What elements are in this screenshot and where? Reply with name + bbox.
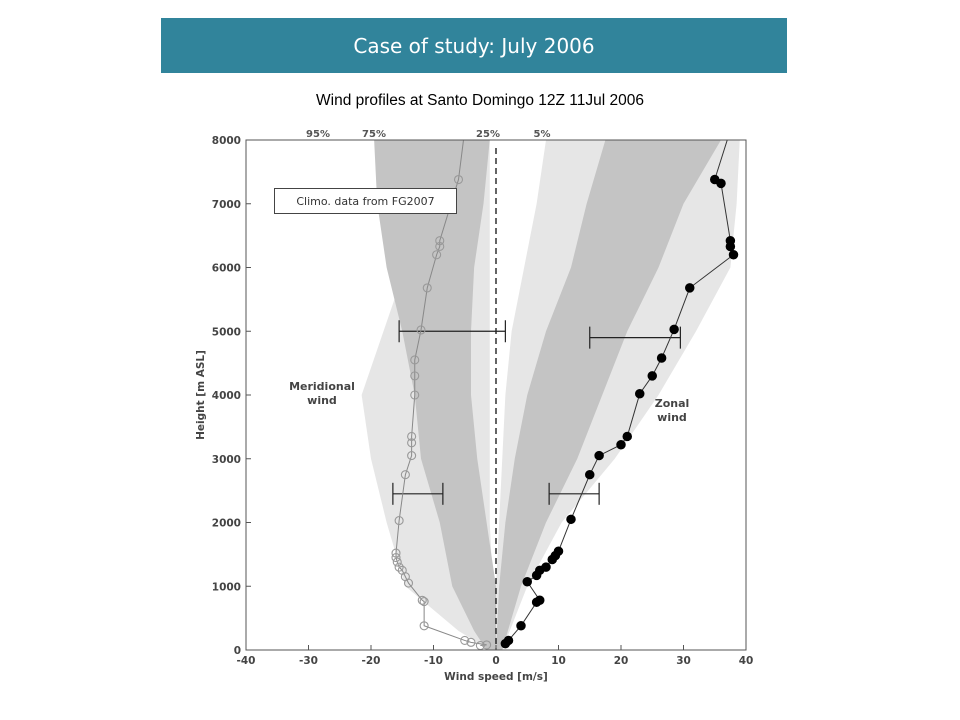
annotation-label: Zonal wind bbox=[655, 397, 690, 424]
chart-subtitle: Wind profiles at Santo Domingo 12Z 11Jul… bbox=[316, 92, 644, 109]
zonal-point bbox=[503, 635, 514, 646]
meridional-point bbox=[432, 250, 442, 260]
meridional-point bbox=[410, 371, 420, 381]
x-tick-label: 40 bbox=[739, 655, 754, 667]
x-axis-label: Wind speed [m/s] bbox=[444, 671, 548, 683]
meridional-point bbox=[391, 548, 401, 558]
x-tick-label: 30 bbox=[676, 655, 691, 667]
x-tick-label: -10 bbox=[424, 655, 443, 667]
y-tick-label: 7000 bbox=[212, 199, 241, 211]
meridional-point bbox=[394, 562, 404, 572]
x-tick-label: 20 bbox=[614, 655, 629, 667]
meridional-point bbox=[419, 596, 429, 607]
zonal-point bbox=[534, 595, 545, 606]
chart-annotations: Meridional wind Zonal wind bbox=[289, 380, 689, 424]
zonal-point bbox=[541, 562, 551, 572]
zonal-point bbox=[728, 250, 739, 260]
climatology-note: Climo. data from FG2007 bbox=[274, 188, 457, 214]
y-tick-label: 6000 bbox=[212, 263, 241, 275]
meridional-point bbox=[419, 621, 429, 631]
zonal-point bbox=[594, 450, 604, 461]
percentile-label: 25% bbox=[476, 129, 500, 140]
y-tick-label: 0 bbox=[234, 645, 241, 657]
zonal-point bbox=[656, 353, 667, 363]
slide-title: Case of study: July 2006 bbox=[353, 33, 595, 58]
zonal-point bbox=[584, 469, 595, 480]
zonal-point bbox=[684, 283, 695, 293]
y-tick-label: 8000 bbox=[212, 135, 241, 147]
meridional-point bbox=[416, 325, 426, 335]
band-zonal-5-95- bbox=[496, 140, 740, 650]
x-tick-label: -20 bbox=[362, 655, 381, 667]
axis-ticks: -40 -30 -20 -10 0 10 20 30 40 0 1000 2000 3000 4000 50… bbox=[212, 135, 754, 667]
meridional-point bbox=[482, 640, 492, 650]
y-tick-label: 5000 bbox=[212, 326, 241, 338]
zonal-point bbox=[647, 371, 657, 381]
percentile-label: 5% bbox=[534, 129, 551, 140]
data-series bbox=[391, 139, 739, 651]
zonal-point bbox=[516, 621, 526, 631]
meridional-point bbox=[410, 355, 420, 365]
zonal-point bbox=[566, 514, 576, 525]
zonal-point bbox=[669, 324, 679, 335]
meridional-point bbox=[400, 470, 410, 480]
meridional-point bbox=[397, 565, 407, 575]
meridional-point bbox=[466, 637, 476, 647]
meridional-point bbox=[435, 241, 445, 252]
y-axis-label: Height [m ASL] bbox=[195, 350, 207, 440]
band-zonal-25-75- bbox=[496, 140, 721, 650]
title-banner: Case of study: July 2006 bbox=[161, 18, 787, 73]
zonal-point bbox=[553, 546, 564, 556]
y-tick-label: 4000 bbox=[212, 390, 241, 402]
band-meridional-25-75- bbox=[374, 140, 496, 650]
meridional-point bbox=[391, 553, 401, 563]
zonal-point bbox=[522, 577, 532, 587]
zonal-point bbox=[725, 235, 736, 246]
meridional-point bbox=[422, 283, 432, 293]
zonal-point bbox=[622, 431, 632, 442]
meridional-point bbox=[435, 236, 445, 246]
percentile-label: 95% bbox=[306, 129, 330, 140]
x-tick-label: 10 bbox=[551, 655, 566, 667]
series-line bbox=[395, 139, 487, 647]
percentile-labels: 95% 75% 25% 5% bbox=[306, 129, 550, 140]
zonal-point bbox=[616, 439, 626, 450]
x-tick-label: 0 bbox=[492, 655, 499, 667]
zonal-point bbox=[634, 388, 645, 399]
meridional-point bbox=[460, 635, 470, 645]
meridional-point bbox=[410, 390, 420, 400]
y-tick-label: 2000 bbox=[212, 518, 241, 530]
meridional-point bbox=[394, 516, 404, 526]
meridional-point bbox=[417, 595, 427, 605]
meridional-point bbox=[453, 174, 464, 185]
x-tick-label: -30 bbox=[299, 655, 318, 667]
meridional-point bbox=[392, 557, 402, 567]
y-tick-label: 3000 bbox=[212, 454, 241, 466]
x-tick-label: -40 bbox=[237, 655, 256, 667]
meridional-point bbox=[407, 431, 417, 441]
annotation-label: Meridional wind bbox=[289, 380, 355, 407]
zonal-point bbox=[709, 174, 720, 185]
y-tick-label: 1000 bbox=[212, 581, 241, 593]
percentile-label: 75% bbox=[362, 129, 386, 140]
meridional-point bbox=[407, 438, 417, 448]
meridional-point bbox=[407, 451, 417, 461]
